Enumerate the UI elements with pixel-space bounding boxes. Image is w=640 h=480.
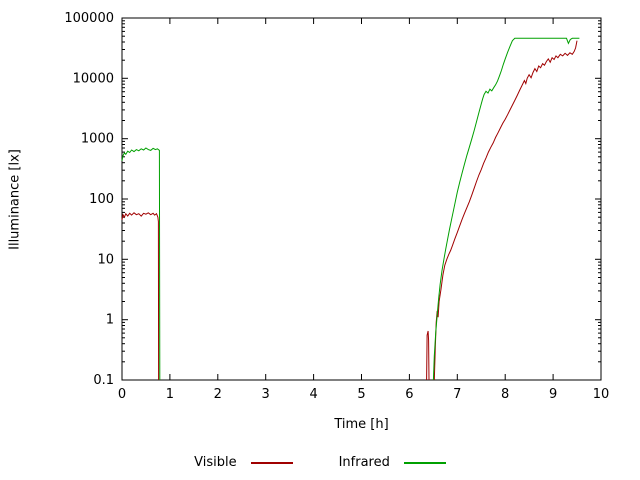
visible-line-sample	[250, 461, 293, 464]
legend-label-visible: Visible	[194, 455, 237, 470]
x-tick-label: 8	[501, 387, 509, 402]
series-infrared	[432, 37, 580, 381]
series-visible	[121, 212, 160, 381]
x-tick-label: 6	[405, 387, 413, 402]
x-tick-label: 5	[357, 387, 365, 402]
x-tick-label: 10	[593, 387, 610, 402]
x-tick-label: 4	[309, 387, 317, 402]
legend-item-infrared: Infrared	[339, 455, 446, 470]
y-axis-label: Illuminance [lx]	[7, 149, 23, 250]
x-tick-label: 3	[262, 387, 270, 402]
x-tick-label: 0	[118, 387, 126, 402]
y-tick-label: 100	[89, 192, 114, 207]
infrared-line-sample	[403, 461, 446, 464]
plot-frame	[121, 17, 602, 381]
series-infrared	[121, 147, 161, 381]
x-tick-label: 9	[549, 387, 557, 402]
y-tick-label: 1000	[81, 132, 114, 147]
y-tick-label: 100000	[64, 11, 114, 26]
x-tick-label: 1	[166, 387, 174, 402]
y-tick-label: 10	[97, 252, 114, 267]
legend-label-infrared: Infrared	[338, 455, 390, 470]
y-tick-label: 1	[106, 313, 114, 328]
legend: Visible Infrared	[0, 455, 640, 470]
legend-item-visible: Visible	[194, 455, 293, 470]
x-tick-label: 7	[453, 387, 461, 402]
y-tick-label: 10000	[73, 71, 114, 86]
x-tick-label: 2	[214, 387, 222, 402]
series-visible	[433, 40, 578, 381]
y-tick-label: 0.1	[93, 373, 114, 388]
series-visible	[426, 330, 430, 381]
x-axis-label: Time [h]	[334, 417, 389, 432]
